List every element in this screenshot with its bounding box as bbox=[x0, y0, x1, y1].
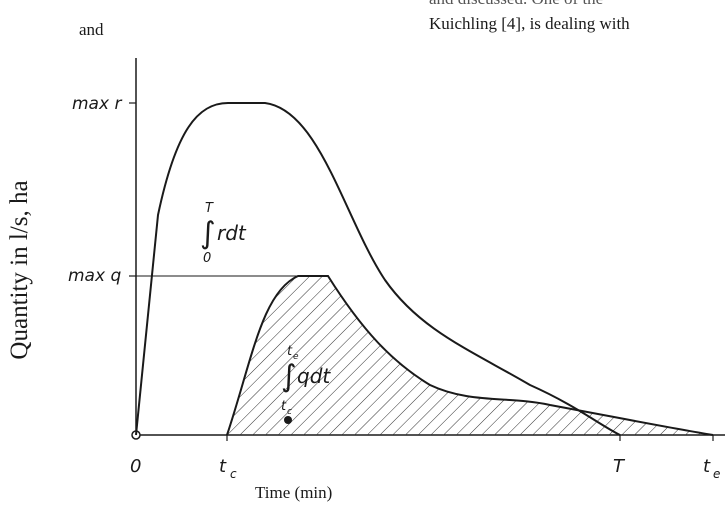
runoff-curve bbox=[226, 275, 714, 436]
rainfall-curve bbox=[135, 102, 621, 436]
top-right-text-line2: Kuichling [4], is dealing with bbox=[429, 14, 630, 33]
runoff-integral-lower: t bbox=[281, 399, 287, 414]
runoff-integral-upper: t bbox=[287, 344, 293, 359]
rain-integral-lower: 0 bbox=[203, 251, 211, 266]
runoff-integral-lower-sub: c bbox=[287, 407, 292, 417]
rain-integral-sign: ∫ bbox=[200, 216, 216, 251]
x-axis-label: Time (min) bbox=[255, 483, 333, 502]
runoff-integral-body: qdt bbox=[297, 364, 331, 388]
top-left-text: and bbox=[79, 20, 104, 39]
integral-dot bbox=[284, 416, 292, 424]
x-label-origin: 0 bbox=[130, 456, 141, 477]
x-label-te: t bbox=[703, 456, 711, 477]
x-label-T: T bbox=[613, 456, 626, 477]
top-right-text-line1: and discussed. One of the bbox=[429, 0, 603, 9]
runoff-integral-upper-sub: e bbox=[293, 352, 299, 362]
runoff-hatched-area bbox=[227, 276, 713, 435]
y-label-max-q: max q bbox=[68, 266, 121, 286]
runoff-integral-sign: ∫ bbox=[281, 359, 297, 394]
rain-integral-body: rdt bbox=[217, 221, 247, 245]
x-label-tc-sub: c bbox=[230, 467, 237, 481]
y-label-max-r: max r bbox=[72, 94, 122, 114]
y-axis-label: Quantity in l/s, ha bbox=[6, 180, 33, 360]
rain-integral-upper: T bbox=[205, 201, 214, 216]
x-label-te-sub: e bbox=[713, 467, 720, 481]
x-label-tc: t bbox=[219, 456, 227, 477]
